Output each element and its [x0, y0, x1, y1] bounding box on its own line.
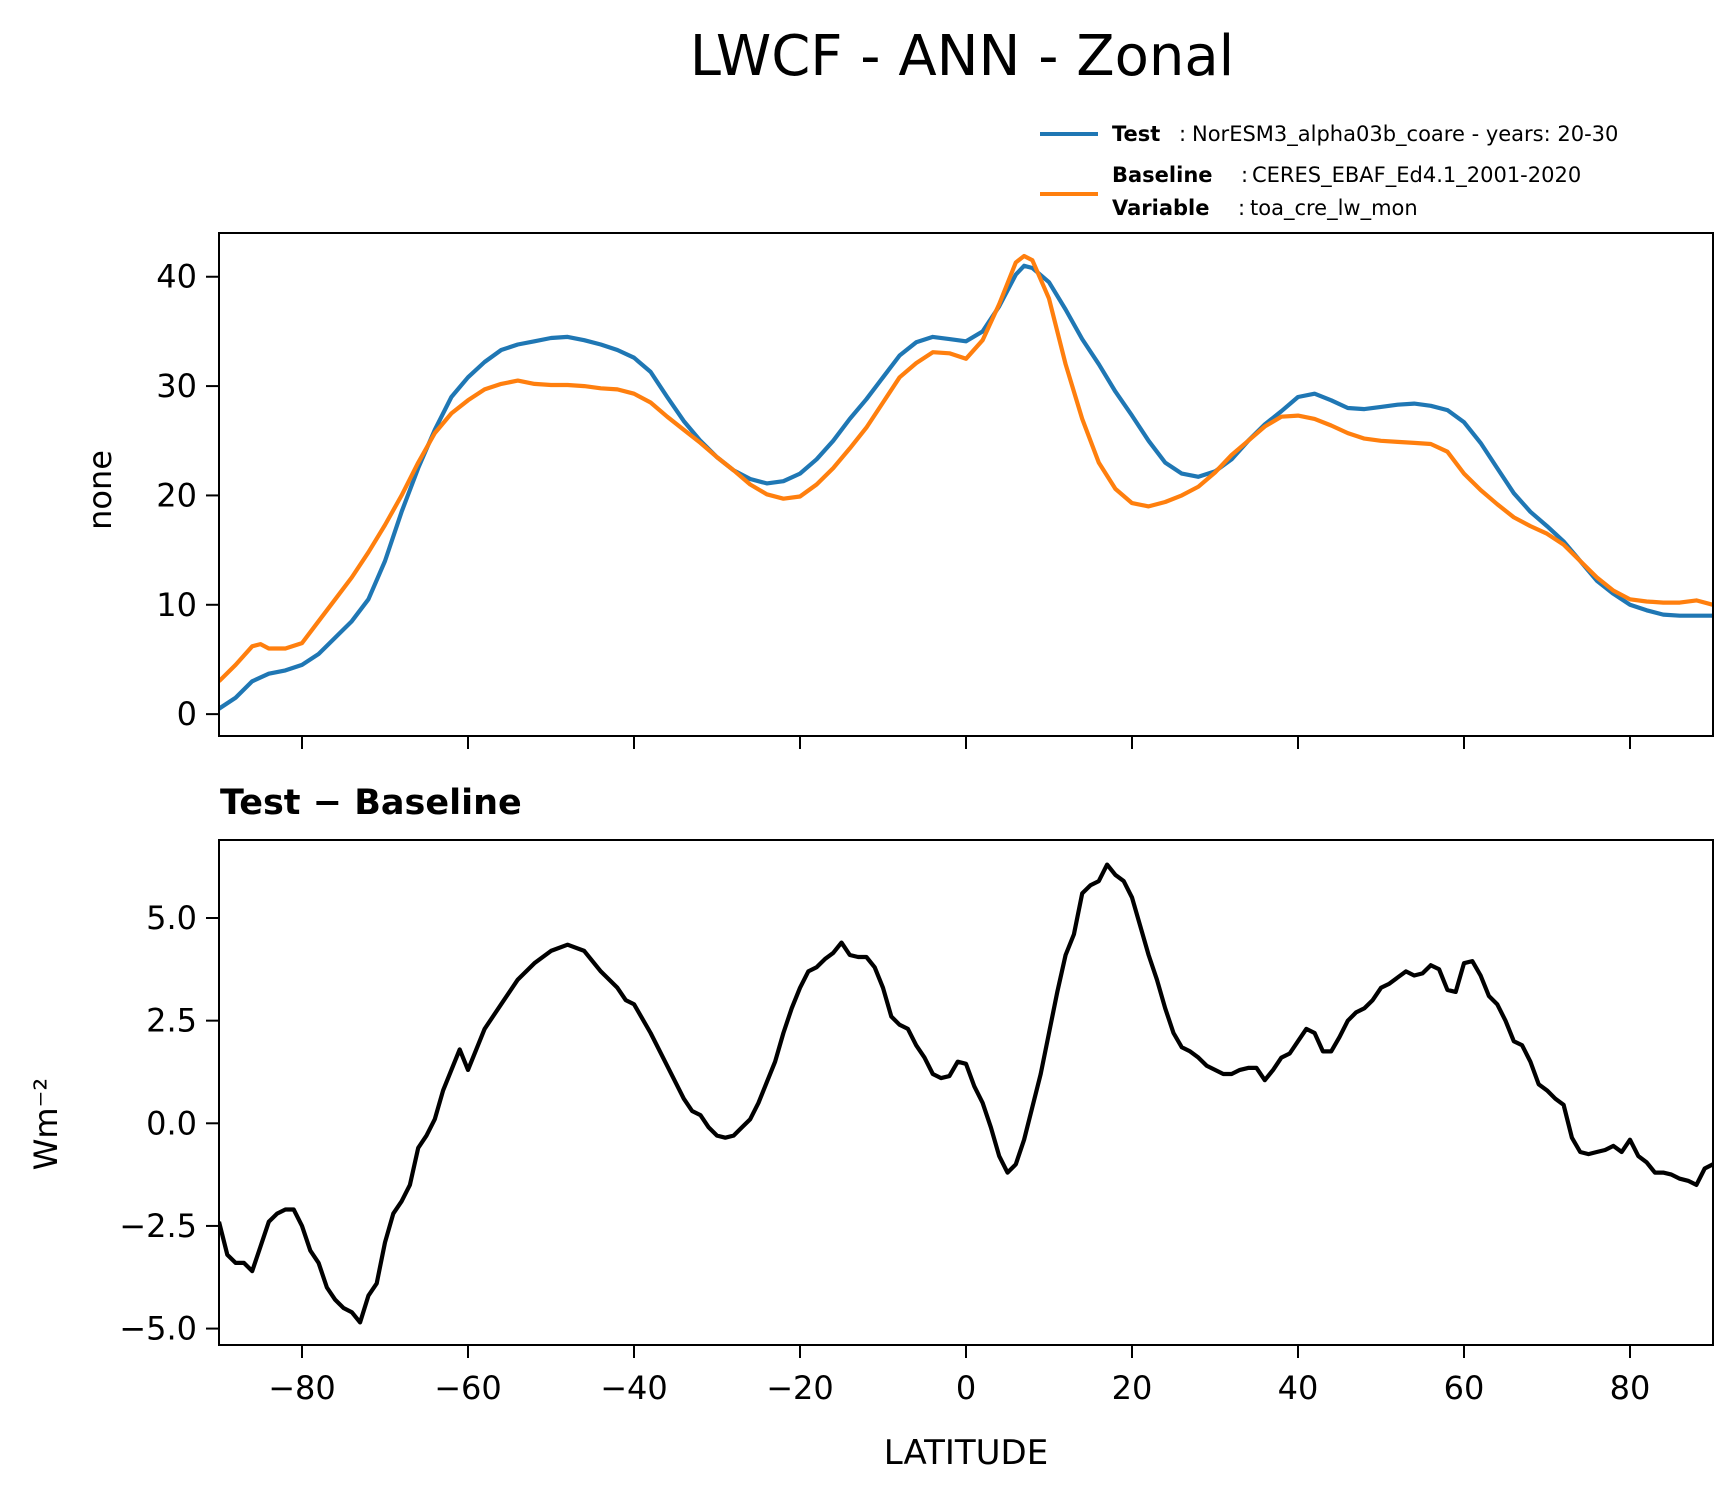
legend-key-baseline: Baseline — [1112, 163, 1213, 187]
top-ytick-label: 0 — [177, 695, 197, 733]
top-ytick-label: 40 — [156, 258, 197, 296]
bottom-xtick-label: −20 — [766, 1369, 834, 1407]
bottom-ytick-label: −5.0 — [119, 1310, 197, 1348]
bottom-xtick-label: 60 — [1444, 1369, 1485, 1407]
legend-key-variable: Variable — [1112, 196, 1209, 220]
top-ytick-label: 30 — [156, 367, 197, 405]
figure-title: LWCF - ANN - Zonal — [690, 24, 1234, 89]
legend: Test : NorESM3_alpha03b_coare - years: 2… — [1040, 122, 1618, 221]
legend-text-test: NorESM3_alpha03b_coare - years: 20-30 — [1192, 122, 1618, 147]
legend-text-variable: toa_cre_lw_mon — [1250, 196, 1418, 221]
legend-key-test: Test — [1112, 122, 1160, 146]
bottom-xtick-label: −80 — [268, 1369, 336, 1407]
legend-sep-baseline: : — [1241, 163, 1248, 187]
bottom-panel: −80 −60 −40 −20 0 20 40 60 80 −5.0 −2.5 0.0 2.5 5.0 — [119, 839, 1714, 1407]
legend-text-baseline: CERES_EBAF_Ed4.1_2001-2020 — [1252, 163, 1581, 188]
bottom-ytick-label: 2.5 — [146, 1002, 197, 1040]
bottom-series-test-baseline — [219, 862, 1713, 1325]
top-series-baseline — [219, 253, 1713, 683]
top-series-test — [219, 263, 1713, 711]
bottom-ytick-label: 0.0 — [146, 1104, 197, 1142]
bottom-xtick-label: 80 — [1610, 1369, 1651, 1407]
difference-title: Test − Baseline — [220, 783, 522, 823]
bottom-xtick-label: −40 — [600, 1369, 668, 1407]
bottom-xtick-label: −60 — [434, 1369, 502, 1407]
top-ylabel: none — [81, 450, 119, 530]
bottom-xtick-label: 40 — [1278, 1369, 1319, 1407]
bottom-xlabel: LATITUDE — [884, 1433, 1048, 1473]
bottom-xtick-label: 0 — [956, 1369, 976, 1407]
top-ytick-label: 20 — [156, 476, 197, 514]
legend-sep-variable: : — [1238, 196, 1245, 220]
top-ytick-label: 10 — [156, 586, 197, 624]
bottom-ytick-label: −2.5 — [119, 1207, 197, 1245]
bottom-ylabel: Wm⁻² — [27, 1078, 65, 1171]
bottom-xtick-label: 20 — [1112, 1369, 1153, 1407]
bottom-ytick-label: 5.0 — [146, 899, 197, 937]
legend-sep-test: : — [1179, 122, 1186, 146]
top-panel: 0 10 20 30 40 — [156, 232, 1714, 749]
